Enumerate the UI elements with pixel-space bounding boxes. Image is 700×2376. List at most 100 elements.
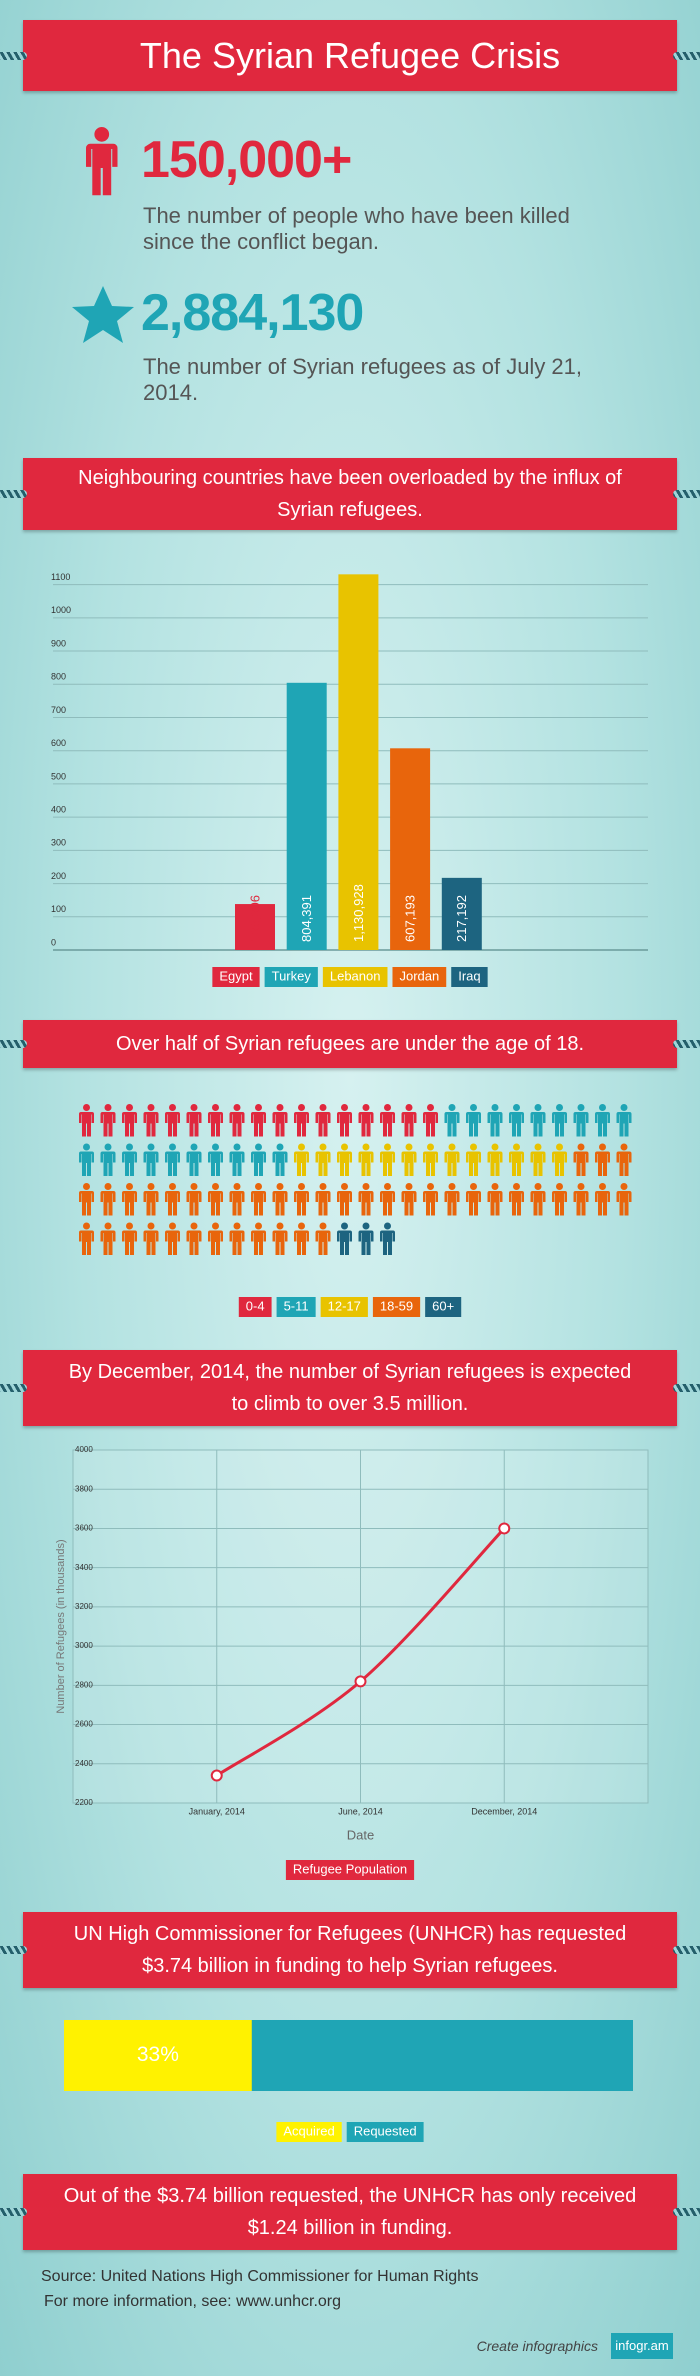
bar — [390, 748, 431, 950]
person-icon — [143, 1183, 159, 1216]
person-icon — [165, 1104, 180, 1137]
stat-text: The number of people who have been kille… — [143, 203, 570, 254]
legend-label: Jordan — [399, 968, 439, 983]
legend-swatch — [451, 967, 488, 987]
person-icon — [294, 1183, 309, 1216]
bar — [441, 877, 482, 950]
banner: By December, 2014, the number of Syrian … — [0, 1350, 700, 1426]
legend-label: 60+ — [432, 1298, 454, 1313]
banner-text: By December, 2014, the number of Syrian … — [68, 1361, 632, 1415]
brand[interactable]: infogr.am — [611, 2333, 673, 2359]
legend-label: 0-4 — [246, 1298, 265, 1313]
person-icon — [122, 1222, 137, 1255]
legend-label: Egypt — [219, 968, 253, 983]
banner-text: UN High Commissioner for Refugees (UNHCR… — [73, 1923, 627, 1977]
y-tick-label: 4000 — [75, 1445, 93, 1454]
person-icon — [401, 1143, 417, 1176]
y-tick-label: 3600 — [75, 1524, 93, 1533]
legend-label: 18-59 — [380, 1298, 413, 1313]
x-axis-title: Date — [347, 1827, 374, 1842]
person-icon — [552, 1183, 567, 1216]
person-icon — [552, 1104, 567, 1137]
person-icon — [337, 1104, 352, 1137]
y-tick-label: 3400 — [75, 1563, 93, 1572]
person-icon — [423, 1143, 438, 1176]
legend-swatch — [372, 1297, 421, 1317]
person-icon — [100, 1222, 116, 1255]
source: Source: United Nations High Commissioner… — [41, 2268, 479, 2285]
person-icon — [251, 1143, 266, 1176]
person-icon — [143, 1143, 159, 1176]
person-icon — [294, 1143, 309, 1176]
banner-text: Out of the $3.74 billion requested, the … — [63, 2185, 637, 2239]
person-icon — [229, 1222, 245, 1255]
y-tick-label: 300 — [51, 838, 66, 848]
legend-label: 12-17 — [328, 1298, 361, 1313]
y-tick-label: 2400 — [75, 1759, 93, 1768]
person-icon — [530, 1143, 546, 1176]
value-label: 217,192 — [454, 895, 469, 942]
person-icon — [315, 1183, 331, 1216]
value-label: 138,306 — [247, 895, 262, 942]
person-icon — [143, 1104, 159, 1137]
y-tick-label: 800 — [51, 672, 66, 682]
y-tick-label: 600 — [51, 738, 66, 748]
person-icon — [616, 1104, 632, 1137]
legend-label: Iraq — [458, 968, 480, 983]
person-icon — [208, 1183, 223, 1216]
banner: UN High Commissioner for Refugees (UNHCR… — [0, 1912, 700, 1988]
y-tick-label: 3200 — [75, 1602, 93, 1611]
legend-swatch — [238, 1297, 272, 1317]
person-icon — [358, 1222, 374, 1255]
value-label: 33% — [137, 2043, 179, 2066]
person-icon — [530, 1104, 546, 1137]
legend-label: Acquired — [283, 2123, 334, 2138]
legend-label: Requested — [354, 2123, 417, 2138]
star-icon — [72, 286, 134, 343]
person-icon — [616, 1143, 632, 1176]
person-icon — [315, 1222, 331, 1255]
person-icon — [509, 1104, 524, 1137]
person-icon — [86, 127, 118, 196]
y-tick-label: 700 — [51, 705, 66, 715]
person-icon — [79, 1143, 94, 1176]
bar — [286, 682, 327, 950]
person-icon — [79, 1183, 94, 1216]
person-icon — [337, 1143, 352, 1176]
value-label: 607,193 — [403, 895, 418, 942]
banner-text: Over half of Syrian refugees are under t… — [115, 1033, 585, 1055]
y-tick-label: 200 — [51, 871, 66, 881]
person-icon — [186, 1143, 202, 1176]
y-axis-title: Number of Refugees (in thousands) — [55, 1539, 67, 1713]
y-tick-label: 0 — [51, 937, 56, 947]
legend-swatch — [264, 967, 318, 987]
person-icon — [186, 1222, 202, 1255]
person-icon — [272, 1143, 288, 1176]
stat-value: 2,884,130 — [141, 284, 364, 342]
title-banner: The Syrian Refugee Crisis — [0, 20, 700, 91]
y-tick-label: 3800 — [75, 1484, 93, 1493]
y-tick-label: 2600 — [75, 1720, 93, 1729]
x-tick-label: January, 2014 — [189, 1806, 245, 1816]
stat-value: 150,000+ — [141, 131, 352, 189]
person-icon — [315, 1104, 331, 1137]
banner: Out of the $3.74 billion requested, the … — [0, 2174, 700, 2250]
y-tick-label: 3000 — [75, 1641, 93, 1650]
y-tick-label: 400 — [51, 805, 66, 815]
y-tick-label: 2800 — [75, 1680, 93, 1689]
person-icon — [573, 1143, 589, 1176]
person-icon — [229, 1104, 245, 1137]
person-icon — [165, 1143, 180, 1176]
more-info: For more information, see: www.unhcr.org — [44, 2293, 342, 2310]
person-icon — [100, 1183, 116, 1216]
person-icon — [122, 1143, 137, 1176]
person-icon — [294, 1104, 309, 1137]
y-tick-label: 100 — [51, 904, 66, 914]
point — [354, 1675, 367, 1688]
person-icon — [186, 1183, 202, 1216]
y-tick-label: 1000 — [51, 605, 71, 615]
legend-swatch — [276, 2122, 342, 2142]
person-icon — [79, 1104, 94, 1137]
